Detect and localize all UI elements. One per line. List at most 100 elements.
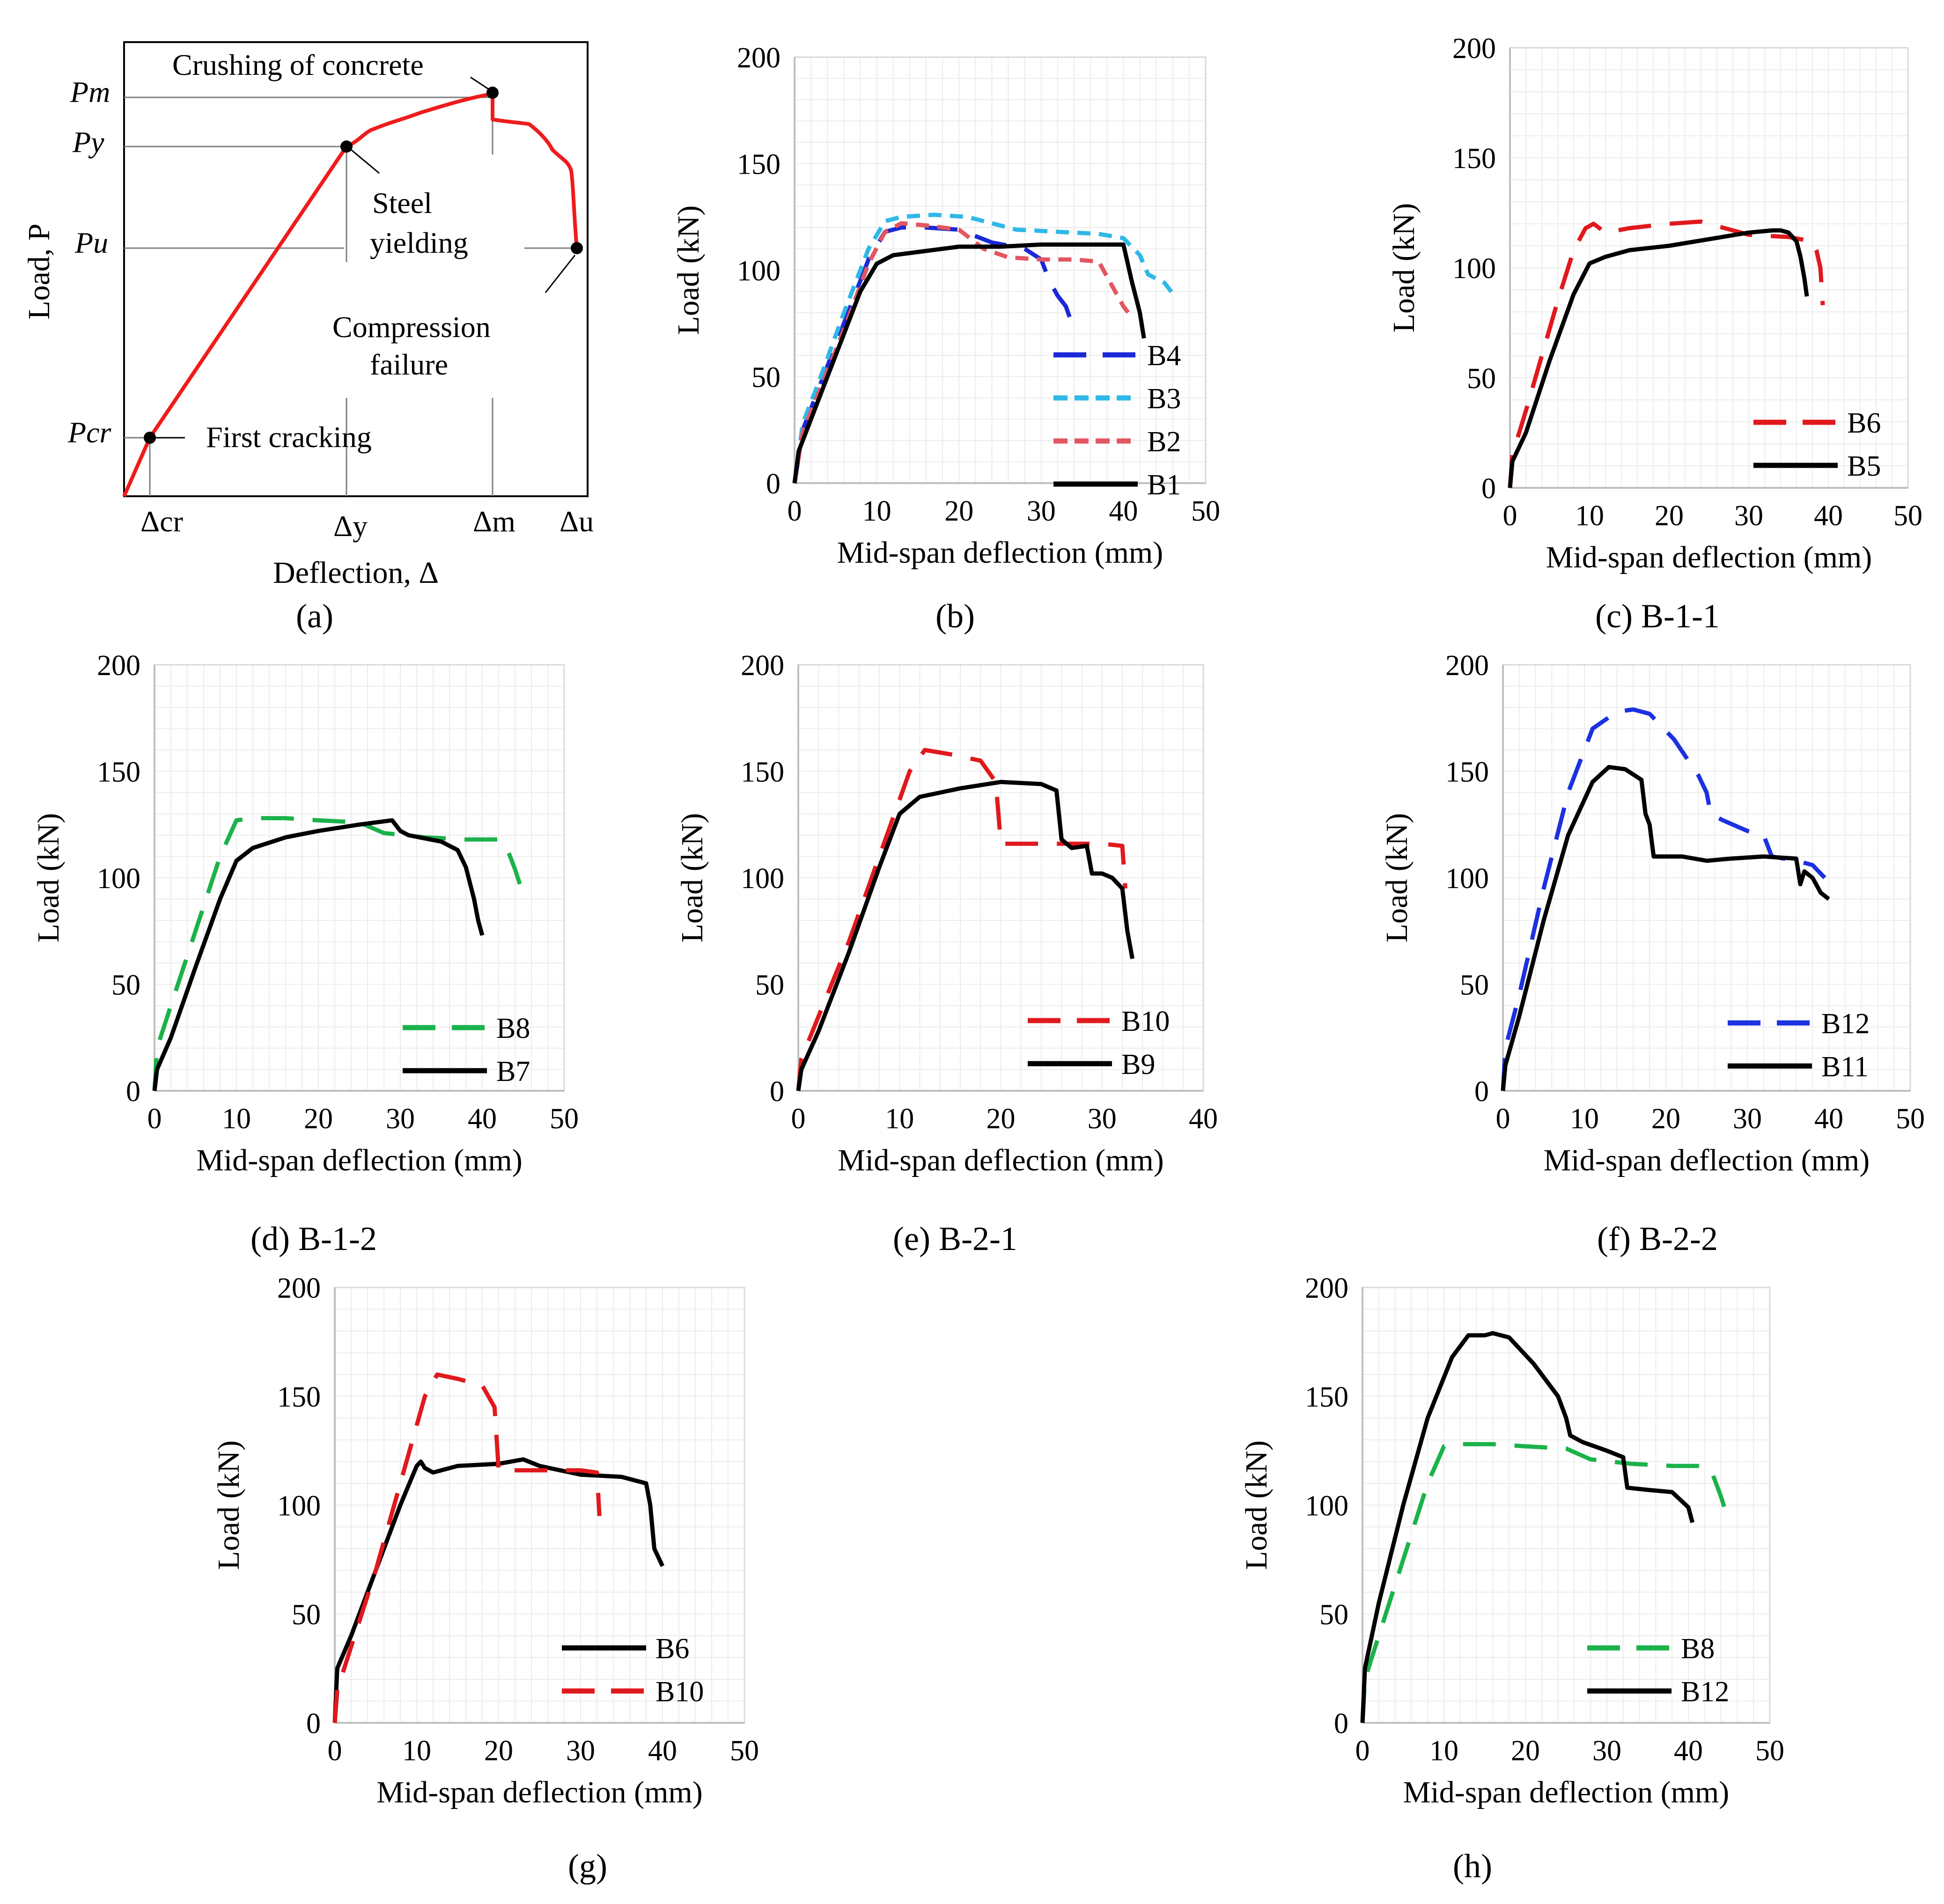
crushing-label: Crushing of concrete [172, 48, 424, 81]
y-tick-label: 50 [1467, 363, 1496, 395]
dy-label: Δy [333, 509, 368, 543]
series-line-b10 [332, 1372, 602, 1723]
y-axis-label: Load (kN) [671, 206, 706, 335]
caption-c: (c) B-1-1 [1595, 597, 1720, 635]
legend-label-b3: B3 [1147, 383, 1181, 415]
legend-label-b6: B6 [1847, 407, 1881, 439]
legend-label-b10: B10 [655, 1676, 704, 1708]
yield-point [340, 140, 353, 153]
y-tick-label: 100 [737, 255, 781, 287]
x-tick-label: 0 [788, 495, 802, 527]
y-tick-label: 100 [97, 863, 140, 895]
series-line-b11 [1501, 765, 1830, 1091]
caption-e: (e) B-2-1 [893, 1220, 1017, 1257]
y-tick-label: 200 [741, 650, 784, 682]
y-tick-label: 50 [1319, 1599, 1348, 1631]
x-axis-label: Mid-span deflection (mm) [838, 1143, 1163, 1177]
x-tick-label: 0 [1496, 1103, 1510, 1135]
y-tick-label: 50 [755, 970, 784, 1001]
x-tick-label: 30 [1592, 1735, 1621, 1767]
x-tick-label: 0 [328, 1735, 342, 1767]
x-tick-label: 50 [1893, 500, 1922, 532]
x-tick-label: 10 [1575, 500, 1604, 532]
chart-h: 0 10 20 30 40 50 0 50 100 150 200 Mid-span deflecti… [1239, 1272, 1784, 1809]
cracking-label: First cracking [206, 420, 372, 454]
y-tick-label: 200 [737, 42, 781, 74]
y-tick-label: 0 [1481, 473, 1496, 505]
x-tick-label: 30 [1733, 1103, 1762, 1135]
y-tick-label: 150 [1445, 757, 1489, 788]
x-axis-label: Mid-span deflection (mm) [1546, 540, 1872, 574]
series-line-b8 [152, 816, 525, 1091]
y-tick-label: 0 [126, 1076, 140, 1108]
chart-c: 0 10 20 30 40 50 0 50 100 150 200 Mid-span deflecti… [1387, 33, 1922, 574]
series-line-b8 [1360, 1442, 1731, 1723]
x-tick-label: 50 [730, 1735, 759, 1767]
x-tick-label: 50 [1191, 495, 1220, 527]
y-axis-label: Load (kN) [1380, 813, 1414, 943]
chart-g: 0 10 20 30 40 50 0 50 100 150 200 Mid-span deflecti… [212, 1272, 759, 1809]
x-tick-label: 50 [1755, 1735, 1784, 1767]
y-tick-label: 200 [1305, 1272, 1348, 1304]
x-tick-label: 50 [1896, 1103, 1925, 1135]
series-line-b1 [792, 242, 1146, 484]
y-axis-label: Load (kN) [31, 813, 66, 943]
x-tick-label: 40 [1814, 500, 1843, 532]
x-tick-label: 50 [550, 1103, 579, 1135]
x-axis-label: Mid-span deflection (mm) [376, 1775, 702, 1809]
x-axis-label: Mid-span deflection (mm) [1403, 1775, 1729, 1809]
y-tick-label: 150 [277, 1382, 321, 1413]
du-label: Δu [560, 505, 594, 538]
x-tick-label: 30 [1027, 495, 1056, 527]
max-point [486, 87, 499, 99]
x-axis-label: Mid-span deflection (mm) [837, 536, 1163, 570]
steel-pointer [351, 149, 380, 174]
legend-label-b8: B8 [1681, 1633, 1715, 1665]
series-line-b7 [152, 818, 485, 1091]
y-tick-label: 200 [97, 650, 140, 682]
legend-label-b4: B4 [1147, 340, 1181, 372]
x-tick-label: 0 [1355, 1735, 1370, 1767]
y-tick-label: 100 [277, 1490, 321, 1522]
dm-label: Δm [473, 505, 515, 538]
y-tick-label: 0 [1334, 1708, 1348, 1740]
compression-label: Compression [332, 310, 491, 344]
y-tick-label: 50 [1460, 970, 1489, 1001]
x-tick-label: 40 [648, 1735, 677, 1767]
legend: B4 B3 B2 B1 [1053, 340, 1181, 501]
series-line-b12 [1501, 707, 1826, 1091]
x-tick-label: 10 [862, 495, 891, 527]
compression-pointer [545, 255, 576, 293]
grid [335, 1287, 744, 1723]
pm-label: Pm [70, 75, 110, 109]
x-tick-label: 20 [987, 1103, 1016, 1135]
caption-b: (b) [935, 597, 975, 635]
py-label: Py [72, 125, 104, 159]
x-tick-label: 0 [147, 1103, 162, 1135]
x-tick-label: 20 [484, 1735, 513, 1767]
x-tick-label: 10 [222, 1103, 251, 1135]
panel-a-xlabel: Deflection, Δ [273, 556, 439, 590]
x-tick-label: 40 [1109, 495, 1138, 527]
x-tick-label: 20 [304, 1103, 333, 1135]
y-axis-label: Load (kN) [1239, 1441, 1274, 1570]
y-tick-label: 50 [111, 970, 140, 1001]
x-tick-label: 40 [1189, 1103, 1218, 1135]
load-deflection-curve [122, 92, 579, 497]
legend-label-b8: B8 [496, 1013, 530, 1044]
x-tick-label: 10 [1570, 1103, 1599, 1135]
panel-a: Crushing of concrete Steel yielding Comp… [22, 41, 594, 590]
legend-label-b1: B1 [1147, 469, 1181, 501]
grid [795, 57, 1206, 483]
caption-h: (h) [1453, 1847, 1492, 1885]
series-line-b6 [1508, 219, 1825, 488]
y-tick-label: 0 [1474, 1076, 1489, 1108]
y-tick-label: 150 [741, 757, 784, 788]
caption-g: (g) [568, 1847, 607, 1885]
grid [1510, 48, 1908, 488]
y-tick-label: 200 [277, 1272, 321, 1304]
